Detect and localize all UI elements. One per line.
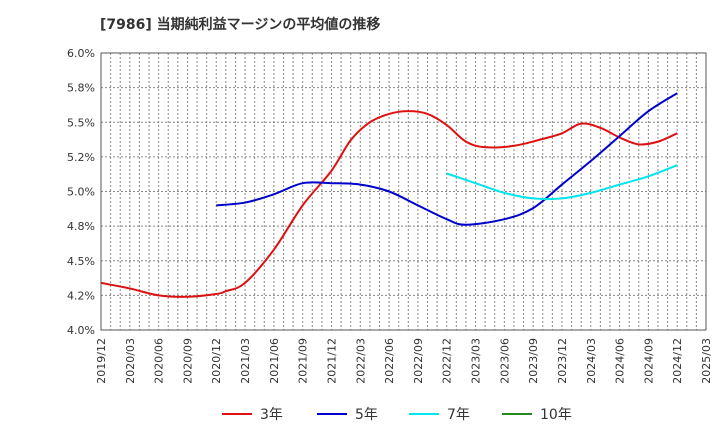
legend-item: 7年	[409, 404, 470, 424]
legend-swatch	[222, 413, 252, 415]
series-line-2	[446, 164, 678, 201]
x-tick-label: 2024/12	[671, 338, 684, 384]
y-tick-label: 4.2%	[67, 289, 95, 302]
x-tick-label: 2022/12	[441, 338, 454, 384]
x-tick-label: 2023/03	[470, 338, 483, 384]
grid	[100, 52, 707, 331]
x-tick-label: 2022/09	[412, 338, 425, 384]
y-tick-label: 6.0%	[67, 47, 95, 60]
x-axis-ticks: 2019/12 2020/03 2020/06 2020/09 2020/12 2021/…	[95, 338, 713, 384]
x-tick-label: 2020/12	[210, 338, 223, 384]
y-tick-label: 5.8%	[67, 82, 95, 95]
y-tick-label: 4.5%	[67, 255, 95, 268]
chart-title: [7986] 当期純利益マージンの平均値の推移	[100, 17, 381, 33]
legend-item: 10年	[502, 404, 572, 424]
series-line-0	[100, 110, 678, 298]
legend-item: 3年	[222, 404, 283, 424]
legend-label: 7年	[447, 407, 470, 423]
y-tick-label: 5.0%	[67, 186, 95, 199]
axes	[100, 52, 707, 331]
legend-item: 5年	[317, 404, 378, 424]
legend-swatch	[502, 413, 532, 415]
x-tick-label: 2023/09	[527, 338, 540, 384]
x-tick-label: 2020/03	[124, 338, 137, 384]
x-tick-label: 2022/03	[354, 338, 367, 384]
x-tick-label: 2021/09	[297, 338, 310, 384]
x-tick-label: 2021/12	[325, 338, 338, 384]
x-tick-label: 2020/09	[181, 338, 194, 384]
legend-label: 10年	[540, 407, 572, 423]
x-tick-label: 2024/09	[642, 338, 655, 384]
legend-swatch	[317, 413, 347, 415]
legend-label: 3年	[260, 407, 283, 423]
series-line-1	[216, 92, 678, 226]
y-axis-ticks: 4.0% 4.2% 4.5% 4.8% 5.0% 5.2% 5.5% 5.8% 6.0%	[67, 47, 95, 337]
y-tick-label: 4.0%	[67, 324, 95, 337]
plot-frame	[100, 52, 707, 331]
y-tick-label: 5.5%	[67, 116, 95, 129]
x-tick-label: 2023/12	[556, 338, 569, 384]
x-tick-label: 2024/03	[585, 338, 598, 384]
x-tick-label: 2024/06	[614, 338, 627, 384]
x-tick-label: 2021/06	[268, 338, 281, 384]
legend: 3年 5年 7年 10年	[0, 400, 720, 430]
x-tick-label: 2020/06	[153, 338, 166, 384]
legend-swatch	[409, 413, 439, 415]
y-tick-label: 4.8%	[67, 220, 95, 233]
x-tick-label: 2019/12	[95, 338, 108, 384]
series-lines	[100, 92, 678, 298]
legend-label: 5年	[355, 407, 378, 423]
x-tick-label: 2022/06	[383, 338, 396, 384]
y-tick-label: 5.2%	[67, 151, 95, 164]
x-tick-label: 2021/03	[239, 338, 252, 384]
x-tick-label: 2023/06	[498, 338, 511, 384]
x-tick-label: 2025/03	[700, 338, 713, 384]
